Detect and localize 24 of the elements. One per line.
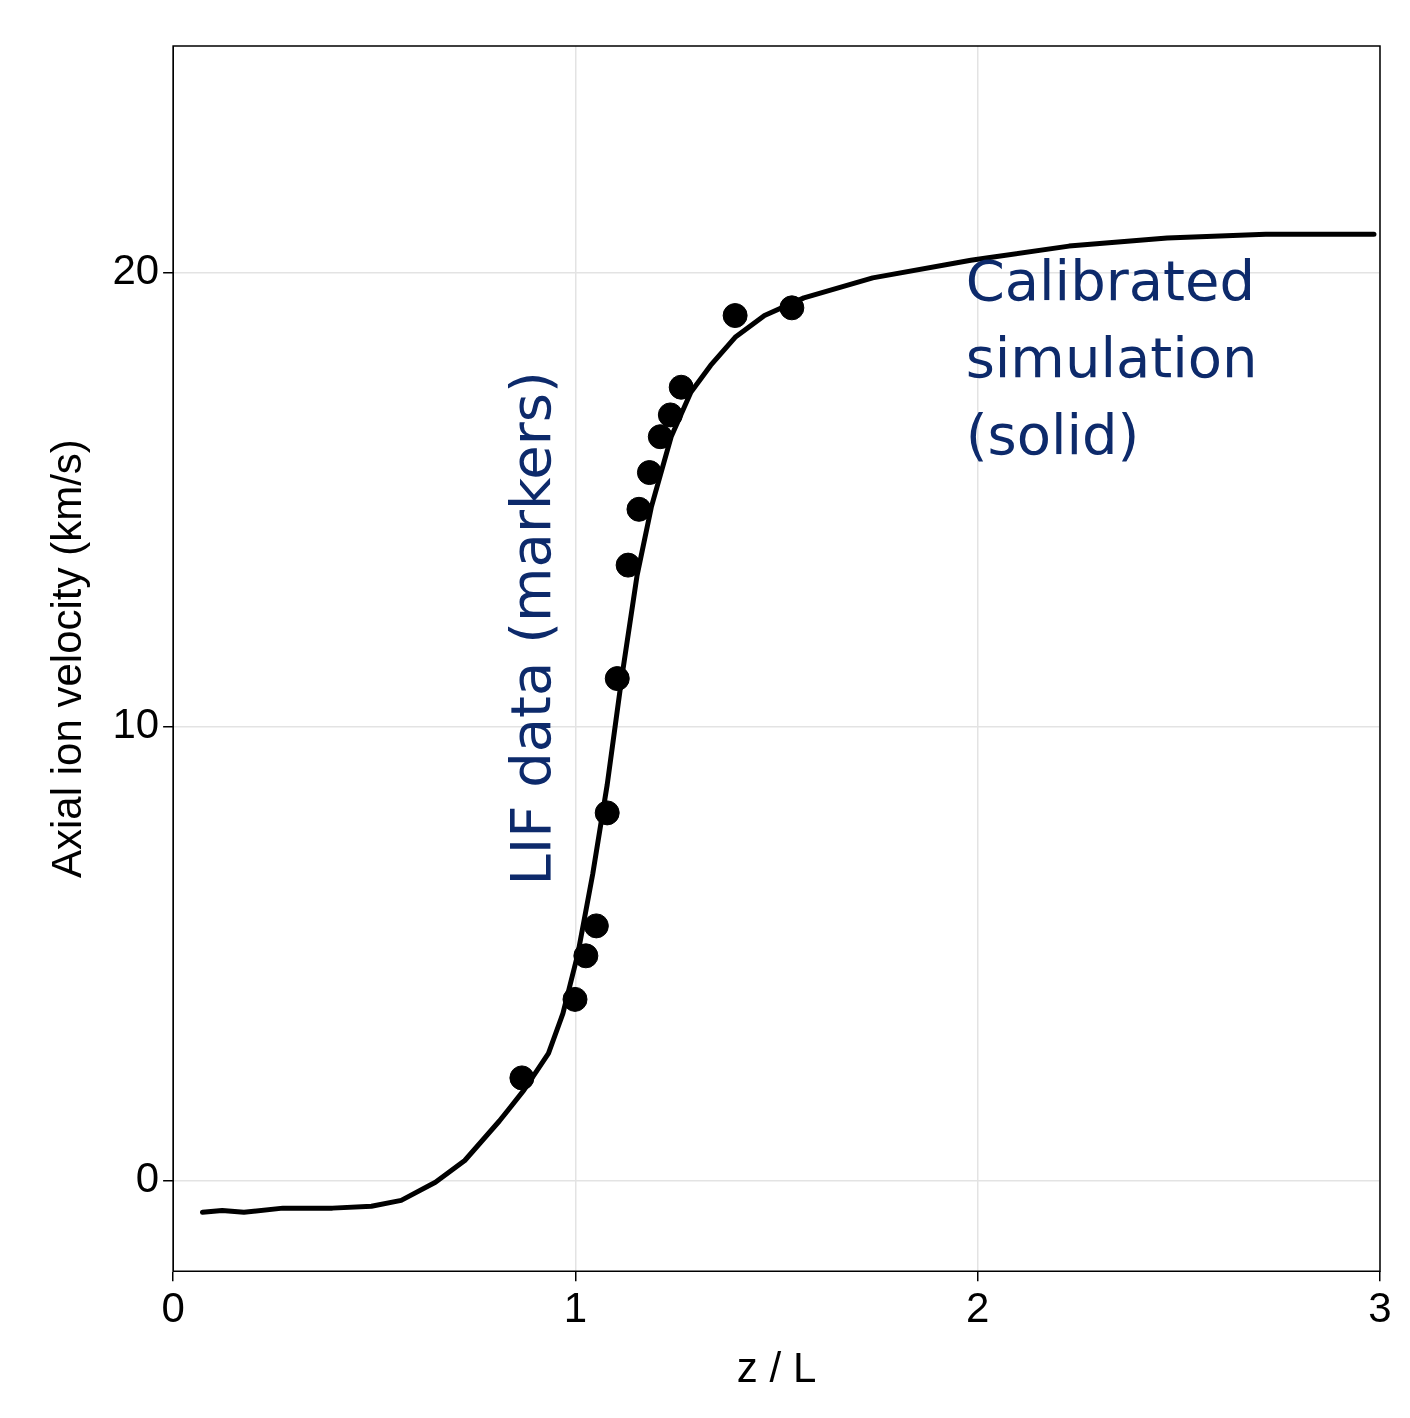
point: [626, 496, 652, 522]
y-tick-label: 20: [112, 246, 160, 294]
y-tick-label: 0: [135, 1154, 160, 1202]
point: [636, 460, 662, 486]
x-tick-label: 3: [1368, 1283, 1392, 1331]
point: [562, 986, 588, 1012]
annotation: LIF data (markers): [497, 371, 563, 886]
point: [779, 295, 805, 321]
point: [615, 552, 641, 578]
point: [594, 800, 620, 826]
y-axis-title: Axial ion velocity (km/s): [42, 439, 90, 878]
x-axis-title: z / L: [736, 1344, 817, 1392]
point: [647, 424, 673, 450]
x-tick-label: 1: [563, 1283, 588, 1331]
point: [657, 402, 683, 428]
point: [509, 1065, 535, 1091]
point: [668, 374, 694, 400]
point: [722, 303, 748, 329]
y-tick-label: 10: [112, 700, 160, 748]
point: [573, 943, 599, 969]
point: [604, 666, 630, 692]
annotation: Calibrated simulation (solid): [965, 248, 1258, 468]
x-tick-label: 2: [966, 1283, 990, 1331]
point: [583, 913, 609, 939]
